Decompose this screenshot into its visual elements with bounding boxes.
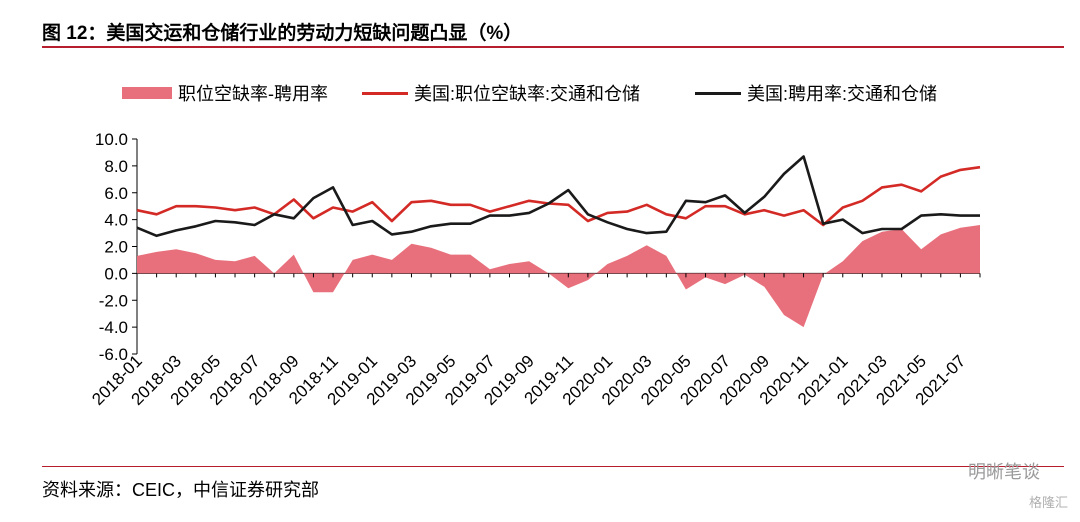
chart-title: 图 12：美国交运和仓储行业的劳动力短缺问题凸显（%） — [42, 23, 523, 44]
title-rule — [42, 46, 1064, 48]
watermark-secondary: 格隆汇 — [1028, 495, 1068, 510]
legend-label-hire: 美国:聘用率:交通和仓储 — [747, 84, 938, 104]
source-note: 资料来源：CEIC，中信证券研究部 — [42, 480, 320, 500]
y-tick-label: 0.0 — [104, 264, 128, 283]
y-tick-label: -4.0 — [99, 318, 128, 337]
series-line-vacancy-rate — [136, 165, 981, 227]
y-tick-label: 10.0 — [95, 130, 128, 149]
y-tick-label: 6.0 — [104, 184, 128, 203]
y-tick-label: -6.0 — [99, 345, 128, 364]
y-tick-label: 2.0 — [104, 238, 128, 257]
legend-item-vacancy: 美国:职位空缺率:交通和仓储 — [362, 80, 640, 106]
legend-swatch-red-line — [362, 91, 408, 95]
legend-item-hire: 美国:聘用率:交通和仓储 — [695, 80, 937, 106]
y-tick-label: -2.0 — [99, 291, 128, 310]
legend-label-vacancy: 美国:职位空缺率:交通和仓储 — [414, 84, 641, 104]
series-line-hire-rate — [136, 155, 980, 238]
source-rule — [42, 466, 1064, 467]
y-tick-label: 4.0 — [104, 211, 128, 230]
legend-label-gap: 职位空缺率-聘用率 — [178, 84, 328, 104]
y-tick-label: 8.0 — [104, 157, 128, 176]
series-area-gap — [137, 225, 980, 328]
legend-item-gap: 职位空缺率-聘用率 — [122, 80, 328, 106]
legend-swatch-area — [122, 87, 172, 99]
legend-swatch-black-line — [695, 91, 741, 95]
watermark: 明晰笔谈 — [968, 462, 1040, 482]
